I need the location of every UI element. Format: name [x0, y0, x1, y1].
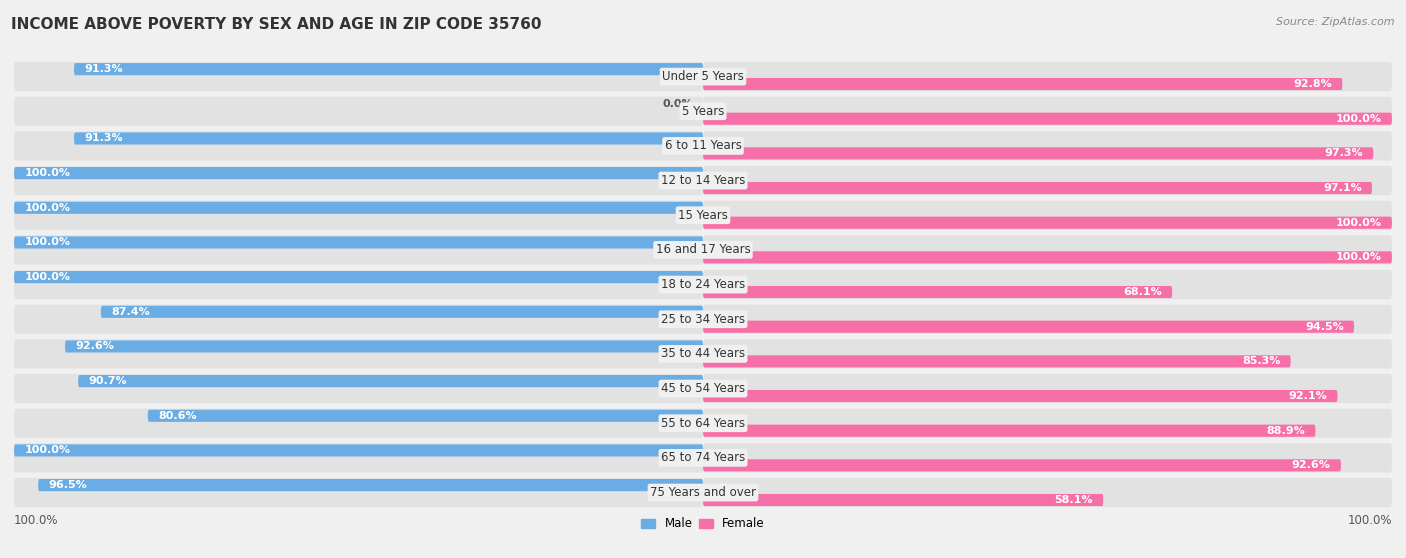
- FancyBboxPatch shape: [703, 251, 1392, 263]
- Text: 25 to 34 Years: 25 to 34 Years: [661, 312, 745, 326]
- FancyBboxPatch shape: [703, 201, 1392, 230]
- FancyBboxPatch shape: [703, 339, 1392, 368]
- FancyBboxPatch shape: [703, 97, 1392, 126]
- FancyBboxPatch shape: [75, 132, 703, 145]
- FancyBboxPatch shape: [14, 167, 703, 179]
- Text: 100.0%: 100.0%: [24, 168, 70, 178]
- Text: 75 Years and over: 75 Years and over: [650, 486, 756, 499]
- Text: 87.4%: 87.4%: [111, 307, 150, 317]
- Legend: Male, Female: Male, Female: [637, 512, 769, 535]
- Text: 91.3%: 91.3%: [84, 133, 122, 143]
- FancyBboxPatch shape: [14, 97, 703, 126]
- FancyBboxPatch shape: [703, 390, 1337, 402]
- Text: Source: ZipAtlas.com: Source: ZipAtlas.com: [1277, 17, 1395, 27]
- FancyBboxPatch shape: [38, 479, 703, 491]
- FancyBboxPatch shape: [14, 270, 703, 299]
- Text: 55 to 64 Years: 55 to 64 Years: [661, 417, 745, 430]
- FancyBboxPatch shape: [703, 286, 1173, 298]
- Text: 100.0%: 100.0%: [24, 238, 70, 247]
- FancyBboxPatch shape: [101, 306, 703, 318]
- Text: 6 to 11 Years: 6 to 11 Years: [665, 140, 741, 152]
- FancyBboxPatch shape: [703, 78, 1343, 90]
- FancyBboxPatch shape: [703, 131, 1392, 161]
- FancyBboxPatch shape: [703, 62, 1392, 91]
- FancyBboxPatch shape: [703, 425, 1316, 437]
- FancyBboxPatch shape: [703, 444, 1392, 473]
- Text: 85.3%: 85.3%: [1241, 357, 1281, 367]
- Text: 100.0%: 100.0%: [14, 514, 59, 527]
- Text: Under 5 Years: Under 5 Years: [662, 70, 744, 83]
- FancyBboxPatch shape: [703, 147, 1374, 160]
- FancyBboxPatch shape: [14, 62, 703, 91]
- Text: 97.1%: 97.1%: [1323, 183, 1361, 193]
- Text: 100.0%: 100.0%: [24, 203, 70, 213]
- FancyBboxPatch shape: [14, 305, 703, 334]
- FancyBboxPatch shape: [703, 113, 1392, 125]
- Text: 100.0%: 100.0%: [24, 445, 70, 455]
- Text: 100.0%: 100.0%: [1336, 114, 1382, 124]
- Text: 92.6%: 92.6%: [1292, 460, 1330, 470]
- Text: 88.9%: 88.9%: [1267, 426, 1305, 436]
- Text: 100.0%: 100.0%: [1347, 514, 1392, 527]
- Text: 94.5%: 94.5%: [1305, 322, 1344, 331]
- Text: 100.0%: 100.0%: [1336, 252, 1382, 262]
- FancyBboxPatch shape: [148, 410, 703, 422]
- FancyBboxPatch shape: [14, 237, 703, 248]
- FancyBboxPatch shape: [14, 201, 703, 230]
- FancyBboxPatch shape: [703, 166, 1392, 195]
- Text: 12 to 14 Years: 12 to 14 Years: [661, 174, 745, 187]
- FancyBboxPatch shape: [14, 339, 703, 368]
- Text: 96.5%: 96.5%: [48, 480, 87, 490]
- Text: 90.7%: 90.7%: [89, 376, 127, 386]
- Text: 100.0%: 100.0%: [1336, 218, 1382, 228]
- FancyBboxPatch shape: [14, 444, 703, 473]
- Text: 92.8%: 92.8%: [1294, 79, 1331, 89]
- FancyBboxPatch shape: [14, 374, 703, 403]
- Text: 65 to 74 Years: 65 to 74 Years: [661, 451, 745, 464]
- Text: 35 to 44 Years: 35 to 44 Years: [661, 348, 745, 360]
- Text: 68.1%: 68.1%: [1123, 287, 1161, 297]
- FancyBboxPatch shape: [14, 131, 703, 161]
- FancyBboxPatch shape: [703, 374, 1392, 403]
- FancyBboxPatch shape: [703, 182, 1372, 194]
- FancyBboxPatch shape: [703, 321, 1354, 333]
- Text: 15 Years: 15 Years: [678, 209, 728, 222]
- FancyBboxPatch shape: [14, 478, 703, 507]
- FancyBboxPatch shape: [14, 444, 703, 456]
- Text: 92.6%: 92.6%: [76, 341, 114, 352]
- FancyBboxPatch shape: [703, 494, 1104, 506]
- Text: INCOME ABOVE POVERTY BY SEX AND AGE IN ZIP CODE 35760: INCOME ABOVE POVERTY BY SEX AND AGE IN Z…: [11, 17, 541, 32]
- Text: 45 to 54 Years: 45 to 54 Years: [661, 382, 745, 395]
- FancyBboxPatch shape: [14, 408, 703, 438]
- FancyBboxPatch shape: [703, 270, 1392, 299]
- FancyBboxPatch shape: [79, 375, 703, 387]
- Text: 91.3%: 91.3%: [84, 64, 122, 74]
- FancyBboxPatch shape: [703, 408, 1392, 438]
- Text: 18 to 24 Years: 18 to 24 Years: [661, 278, 745, 291]
- Text: 80.6%: 80.6%: [157, 411, 197, 421]
- FancyBboxPatch shape: [75, 63, 703, 75]
- FancyBboxPatch shape: [65, 340, 703, 353]
- Text: 100.0%: 100.0%: [24, 272, 70, 282]
- FancyBboxPatch shape: [703, 235, 1392, 264]
- Text: 58.1%: 58.1%: [1054, 495, 1092, 505]
- FancyBboxPatch shape: [703, 459, 1341, 472]
- FancyBboxPatch shape: [14, 166, 703, 195]
- FancyBboxPatch shape: [14, 271, 703, 283]
- FancyBboxPatch shape: [703, 478, 1392, 507]
- Text: 97.3%: 97.3%: [1324, 148, 1362, 158]
- Text: 5 Years: 5 Years: [682, 105, 724, 118]
- FancyBboxPatch shape: [703, 305, 1392, 334]
- FancyBboxPatch shape: [703, 217, 1392, 229]
- FancyBboxPatch shape: [703, 355, 1291, 367]
- Text: 16 and 17 Years: 16 and 17 Years: [655, 243, 751, 257]
- FancyBboxPatch shape: [14, 202, 703, 214]
- Text: 92.1%: 92.1%: [1288, 391, 1327, 401]
- Text: 0.0%: 0.0%: [662, 99, 693, 109]
- FancyBboxPatch shape: [14, 235, 703, 264]
